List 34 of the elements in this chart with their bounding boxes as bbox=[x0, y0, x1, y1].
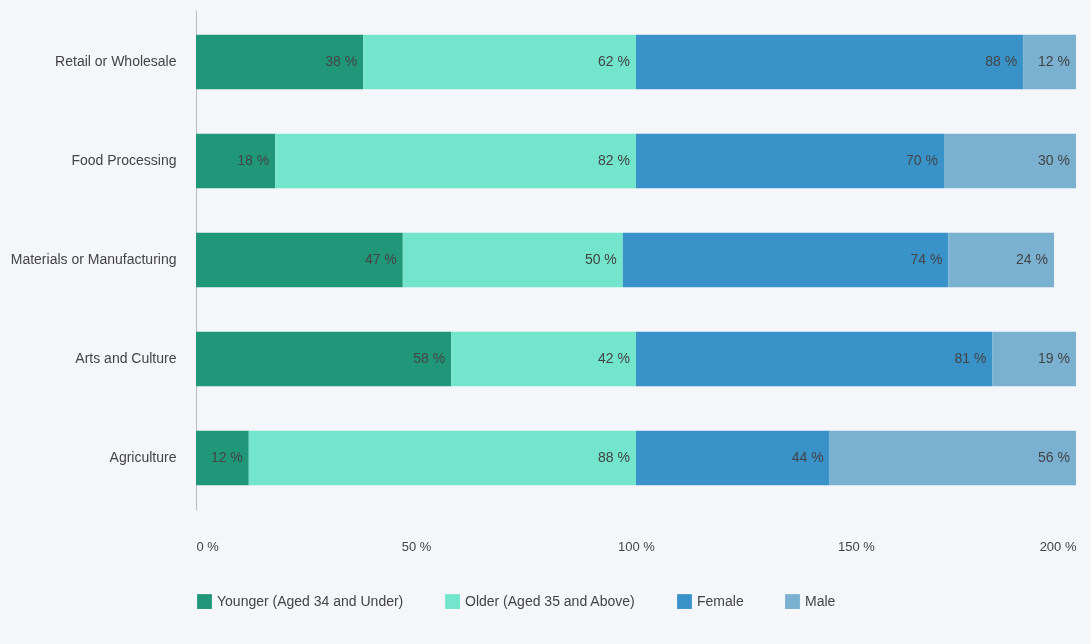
data-label: 88 % bbox=[598, 449, 630, 466]
y-tick-label: Arts and Culture bbox=[75, 350, 177, 367]
legend-label: Female bbox=[697, 592, 744, 609]
y-tick-label: Materials or Manufacturing bbox=[10, 251, 177, 267]
data-label: 30 % bbox=[1038, 151, 1070, 168]
data-label: 18 % bbox=[237, 151, 270, 168]
data-label: 12 % bbox=[1038, 52, 1070, 69]
data-label: 19 % bbox=[1038, 350, 1070, 367]
x-tick-label: 150 % bbox=[838, 538, 876, 554]
legend-label: Younger (Aged 34 and Under) bbox=[217, 592, 404, 609]
data-label: 12 % bbox=[210, 449, 243, 466]
data-label: 70 % bbox=[906, 151, 938, 168]
data-label: 24 % bbox=[1016, 251, 1048, 267]
x-tick-label: 100 % bbox=[618, 538, 656, 554]
data-label: 38 % bbox=[325, 52, 358, 69]
x-tick-label: 50 % bbox=[401, 538, 432, 554]
data-label: 82 % bbox=[598, 151, 630, 168]
y-tick-label: Agriculture bbox=[109, 449, 177, 466]
data-label: 56 % bbox=[1038, 449, 1070, 466]
data-label: 47 % bbox=[364, 251, 397, 267]
data-label: 44 % bbox=[791, 449, 824, 466]
data-label: 58 % bbox=[413, 350, 446, 367]
legend-label: Older (Aged 35 and Above) bbox=[465, 592, 635, 609]
y-tick-label: Retail or Wholesale bbox=[55, 52, 177, 69]
data-label: 62 % bbox=[598, 52, 630, 69]
data-label: 88 % bbox=[985, 52, 1018, 69]
data-label: 81 % bbox=[954, 350, 987, 367]
legend-label: Male bbox=[805, 592, 836, 609]
data-label: 74 % bbox=[910, 251, 943, 267]
x-tick-label: 0 % bbox=[196, 538, 220, 554]
data-label: 42 % bbox=[598, 350, 630, 367]
x-tick-label: 200 % bbox=[1039, 538, 1077, 554]
data-label: 50 % bbox=[584, 251, 617, 267]
y-tick-label: Food Processing bbox=[71, 151, 177, 168]
